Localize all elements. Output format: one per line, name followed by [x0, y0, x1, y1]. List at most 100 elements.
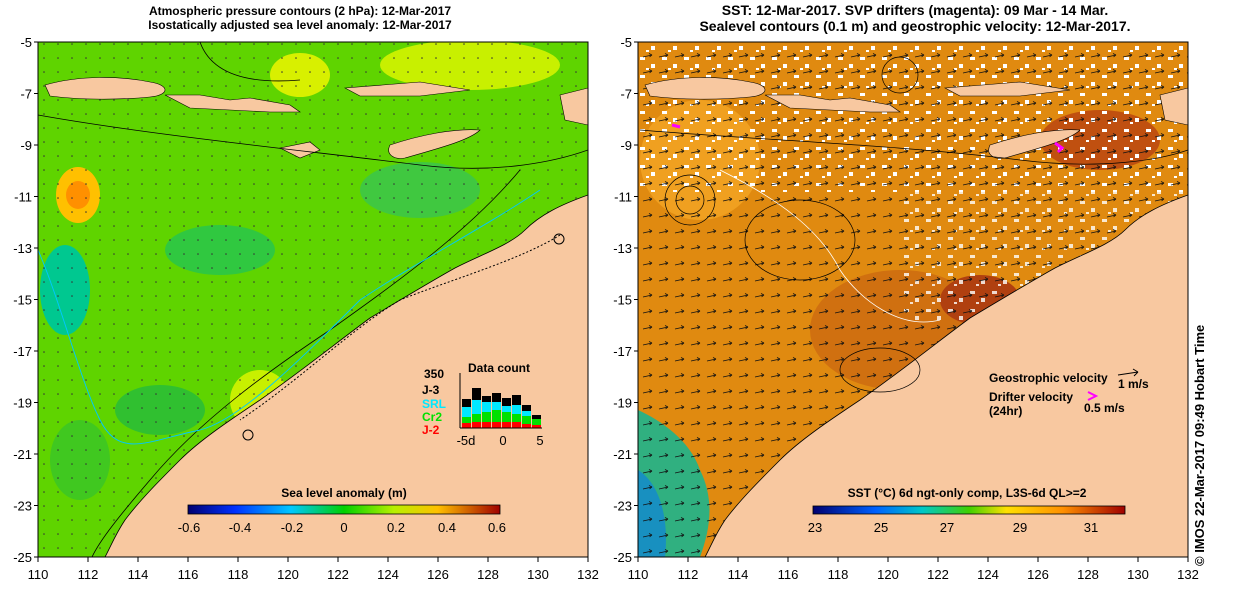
latitude-tick-label: -25	[613, 550, 632, 565]
flores-island	[343, 81, 471, 97]
latitude-tick-label: -9	[20, 138, 32, 153]
sealevel-contour	[639, 129, 1188, 165]
data-count-bar-segment	[482, 412, 491, 422]
data-count-xtick: 5	[536, 433, 543, 448]
sst-colorbar-label: SST (°C) 6d ngt-only comp, L3S-6d QL>=2	[848, 486, 1087, 500]
geostrophic-label: Geostrophic velocity	[989, 371, 1108, 385]
data-count-bar-segment	[482, 396, 491, 402]
latitude-tick-label: -21	[13, 447, 32, 462]
sealevel-contour	[675, 185, 705, 215]
longitude-tick-label: 112	[78, 567, 99, 582]
imos-credit: © IMOS 22-Mar-2017 09:49 Hobart Time	[1192, 324, 1207, 566]
data-count-bar-segment	[502, 422, 511, 428]
latitude-tick-label: -17	[13, 344, 32, 359]
data-count-bar-segment	[532, 415, 541, 419]
longitude-tick-label: 130	[527, 567, 549, 582]
pressure-contour	[38, 114, 588, 169]
sealevel-contour-white	[719, 169, 941, 323]
right-title-line2: Sealevel contours (0.1 m) and geostrophi…	[699, 18, 1131, 34]
mission-srl-label: SRL	[422, 397, 446, 411]
sst-colorbar-ticks: 23 25 27 29 31	[808, 520, 1098, 535]
longitude-tick-label: 116	[178, 567, 199, 582]
data-count-xtick: 0	[499, 433, 506, 448]
left-panel-title: Atmospheric pressure contours (2 hPa): 1…	[80, 4, 520, 32]
java-island	[44, 77, 166, 100]
sealevel-contour	[664, 174, 716, 226]
sla-tick: -0.6	[178, 520, 200, 535]
coastal-dotted-contour	[239, 234, 561, 421]
latitude-tick-label: -13	[13, 241, 32, 256]
bathymetry-contour	[38, 189, 541, 445]
longitude-tick-label: 110	[28, 567, 49, 582]
data-count-bar-segment	[462, 399, 471, 407]
australia-landmass	[704, 194, 1188, 557]
data-count-bar-segment	[502, 412, 511, 422]
lesser-sunda-islands	[764, 94, 901, 113]
longitude-tick-label: 130	[1127, 567, 1149, 582]
tide-gauge-marker	[553, 233, 565, 245]
latitude-tick-label: -5	[620, 35, 632, 50]
longitude-tick-label: 124	[977, 567, 999, 582]
latitude-tick-label: -17	[613, 344, 632, 359]
sla-tick: -0.4	[229, 520, 251, 535]
data-count-max: 350	[424, 367, 444, 381]
data-count-bar-segment	[512, 422, 521, 428]
data-count-xtick: -5d	[457, 433, 476, 448]
latitude-tick-label: -7	[620, 87, 632, 102]
mission-j2-label: J-2	[422, 423, 440, 437]
sst-tick: 27	[940, 520, 954, 535]
sst-tick: 23	[808, 520, 822, 535]
data-count-bar-segment	[492, 393, 501, 402]
sla-tick: 0	[340, 520, 347, 535]
data-count-bar-segment	[532, 425, 541, 428]
java-island	[644, 77, 766, 100]
sealevel-contour	[881, 56, 919, 94]
mission-cr2-label: Cr2	[422, 410, 442, 424]
longitude-tick-label: 132	[1177, 567, 1199, 582]
longitude-tick-label: 114	[728, 567, 749, 582]
drifter-track	[1054, 141, 1065, 154]
data-count-bar-segment	[522, 416, 531, 424]
longitude-tick-label: 112	[678, 567, 699, 582]
latitude-tick-label: -21	[613, 447, 632, 462]
sla-tick: -0.2	[281, 520, 303, 535]
data-count-bar-segment	[522, 424, 531, 428]
sst-tick: 25	[874, 520, 888, 535]
sla-colorbar	[187, 504, 501, 515]
left-title-line1: Atmospheric pressure contours (2 hPa): 1…	[148, 4, 452, 18]
data-count-bar-segment	[472, 422, 481, 428]
drifter-scale-arrow	[1087, 391, 1099, 401]
australia-landmass	[104, 194, 588, 557]
longitude-tick-label: 120	[277, 567, 299, 582]
latitude-tick-label: -9	[620, 138, 632, 153]
data-count-title: Data count	[468, 361, 530, 375]
data-count-bar-segment	[492, 402, 501, 410]
latitude-tick-label: -5	[20, 35, 32, 50]
drifter-scale: 0.5 m/s	[1084, 401, 1125, 415]
longitude-tick-label: 110	[628, 567, 649, 582]
latitude-tick-label: -7	[20, 87, 32, 102]
data-count-bar-segment	[472, 388, 481, 400]
data-count-bar-segment	[472, 400, 481, 414]
latitude-tick-label: -23	[613, 499, 632, 514]
data-count-bars	[462, 388, 541, 428]
data-count-bar-segment	[492, 410, 501, 422]
map-axes: 110 112 114 116 118 120 122 124 126 128 130 132 -5 -7…	[13, 35, 1199, 582]
data-count-bar-segment	[462, 407, 471, 417]
data-count-bar-segment	[532, 419, 541, 425]
sealevel-contour	[839, 347, 921, 393]
latitude-tick-label: -15	[613, 293, 632, 308]
pressure-contour	[199, 42, 301, 82]
pressure-contour	[91, 169, 521, 557]
data-count-bar-segment	[482, 402, 491, 412]
sla-tick: 0.2	[387, 520, 405, 535]
longitude-tick-label: 132	[577, 567, 599, 582]
data-count-bar-segment	[482, 422, 491, 428]
sumba-island	[279, 141, 321, 159]
longitude-tick-label: 126	[427, 567, 449, 582]
longitude-tick-label: 118	[228, 567, 249, 582]
data-count-bar-segment	[512, 405, 521, 414]
timor-island	[388, 129, 481, 159]
longitude-tick-label: 128	[477, 567, 499, 582]
